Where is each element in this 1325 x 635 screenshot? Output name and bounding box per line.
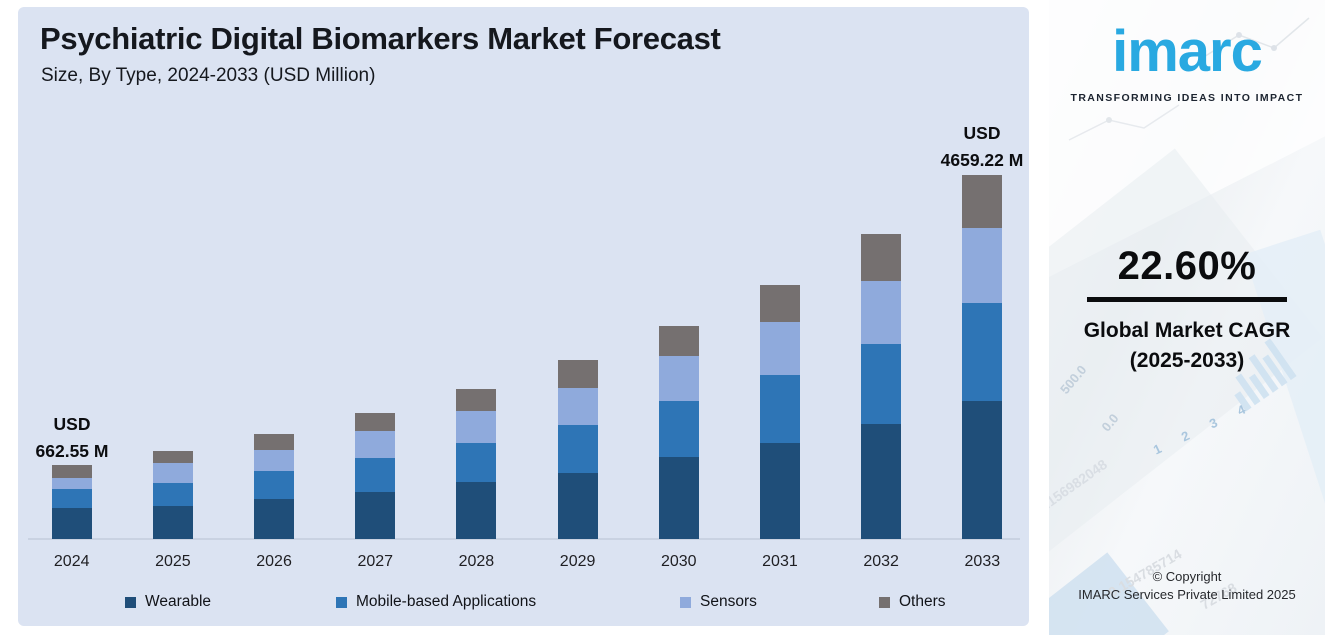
x-axis-label-2024: 2024 xyxy=(53,553,90,570)
bar-segment-2030-others xyxy=(658,325,699,356)
bar-segment-2033-mobile-based-applications xyxy=(962,303,1003,401)
bar-segment-2024-sensors xyxy=(51,477,92,490)
bar-segment-2027-mobile-based-applications xyxy=(355,458,396,492)
bar-chart-plot: USD 662.55 M USD 4659.22 M 2024 2025 2026 2… xyxy=(18,7,1029,626)
bar-2030 xyxy=(658,325,699,539)
legend-swatch-others xyxy=(879,596,890,608)
bar-segment-2027-sensors xyxy=(355,431,396,459)
legend-swatch-wearable xyxy=(125,596,136,608)
bar-segment-2024-wearable xyxy=(51,508,92,539)
imarc-logo: imarc TRANSFORMING IDEAS INTO IMPACT xyxy=(1049,14,1325,104)
first-bar-value-line1: USD xyxy=(53,414,91,434)
bar-segment-2031-others xyxy=(759,284,800,322)
bar-2024 xyxy=(51,465,92,539)
last-bar-value-line2: 4659.22 M xyxy=(940,150,1024,170)
bar-segment-2031-sensors xyxy=(759,321,800,376)
bar-segment-2032-wearable xyxy=(861,423,902,539)
chart-legend: Wearable Mobile-based Applications Senso… xyxy=(18,593,1029,617)
bar-segment-2029-wearable xyxy=(557,472,598,539)
cagr-label-line2: (2025-2033) xyxy=(1129,349,1245,372)
x-axis-label-2033: 2033 xyxy=(964,553,1001,570)
bar-segment-2032-mobile-based-applications xyxy=(861,344,902,424)
legend-label-sensors: Sensors xyxy=(700,593,757,610)
bar-segment-2030-sensors xyxy=(658,356,699,401)
bar-segment-2033-wearable xyxy=(962,401,1003,539)
first-bar-value-line2: 662.55 M xyxy=(35,441,109,461)
legend-item-others: Others xyxy=(879,593,946,611)
bar-segment-2028-others xyxy=(456,389,497,412)
bar-segment-2030-wearable xyxy=(658,457,699,539)
bar-segment-2029-sensors xyxy=(557,388,598,426)
last-bar-value-line1: USD xyxy=(963,123,1001,143)
bar-segment-2028-sensors xyxy=(456,411,497,444)
copyright: © Copyright IMARC Services Private Limit… xyxy=(1049,568,1325,604)
bar-segment-2029-mobile-based-applications xyxy=(557,425,598,473)
last-bar-value-label: USD 4659.22 M xyxy=(897,120,1067,174)
legend-item-wearable: Wearable xyxy=(125,593,211,611)
cagr-block: 22.60% Global Market CAGR (2025-2033) xyxy=(1049,244,1325,376)
x-axis-label-2028: 2028 xyxy=(458,553,495,570)
bar-segment-2026-mobile-based-applications xyxy=(254,470,295,499)
bar-segment-2028-wearable xyxy=(456,482,497,539)
imarc-logo-tagline: TRANSFORMING IDEAS INTO IMPACT xyxy=(1070,92,1304,104)
bar-segment-2024-others xyxy=(51,465,92,478)
x-axis-label-2027: 2027 xyxy=(357,553,394,570)
x-axis-label-2031: 2031 xyxy=(762,553,798,570)
bar-segment-2026-others xyxy=(254,433,295,451)
bar-segment-2033-others xyxy=(962,175,1003,229)
decor-line-chart xyxy=(1068,17,1310,141)
copyright-line1: © Copyright xyxy=(1152,569,1222,584)
x-axis-label-2032: 2032 xyxy=(863,553,899,570)
bar-2032 xyxy=(861,234,902,539)
bar-segment-2032-others xyxy=(861,234,902,281)
first-bar-value-label: USD 662.55 M xyxy=(0,411,157,465)
x-axis-label-2026: 2026 xyxy=(256,553,292,570)
bar-2028 xyxy=(456,389,497,539)
x-axis-label-2025: 2025 xyxy=(155,553,191,570)
chart-subtitle: Size, By Type, 2024-2033 (USD Million) xyxy=(41,65,376,86)
bar-2033 xyxy=(962,175,1003,539)
bar-segment-2029-others xyxy=(557,360,598,389)
legend-swatch-mobile-based-applications xyxy=(336,596,347,608)
bar-segment-2032-sensors xyxy=(861,280,902,345)
legend-item-mobile-based-applications: Mobile-based Applications xyxy=(336,593,536,611)
bar-2026 xyxy=(254,433,295,539)
chart-panel: Psychiatric Digital Biomarkers Market Fo… xyxy=(18,7,1029,626)
bar-segment-2026-wearable xyxy=(254,498,295,539)
bar-segment-2026-sensors xyxy=(254,450,295,471)
imarc-logo-text: imarc xyxy=(1112,19,1263,84)
bar-segment-2027-others xyxy=(355,413,396,432)
x-axis-line xyxy=(28,538,1020,540)
legend-swatch-sensors xyxy=(680,596,691,608)
bar-segment-2025-sensors xyxy=(152,463,193,483)
chart-title: Psychiatric Digital Biomarkers Market Fo… xyxy=(40,21,721,56)
cagr-value: 22.60% xyxy=(1117,244,1257,288)
cagr-label-line1: Global Market CAGR xyxy=(1083,319,1291,342)
legend-label-wearable: Wearable xyxy=(145,593,212,610)
bar-segment-2024-mobile-based-applications xyxy=(51,489,92,509)
bar-2029 xyxy=(557,360,598,539)
x-axis-label-2029: 2029 xyxy=(559,553,596,570)
copyright-line2: IMARC Services Private Limited 2025 xyxy=(1078,587,1296,602)
x-axis-label-2030: 2030 xyxy=(660,553,697,570)
bar-segment-2033-sensors xyxy=(962,228,1003,304)
bar-segment-2031-mobile-based-applications xyxy=(759,375,800,444)
bar-segment-2025-mobile-based-applications xyxy=(152,482,193,506)
cagr-underline xyxy=(1087,297,1287,302)
bar-segment-2025-wearable xyxy=(152,506,193,539)
brand-panel: 500.0 0.0 1 2 3 4 0.156982048 0.15478571… xyxy=(1049,0,1325,635)
bar-2027 xyxy=(355,413,396,539)
legend-label-mobile-based-applications: Mobile-based Applications xyxy=(356,593,537,610)
bar-segment-2028-mobile-based-applications xyxy=(456,443,497,483)
bar-segment-2025-others xyxy=(152,450,193,464)
bar-segment-2027-wearable xyxy=(355,491,396,539)
bar-2031 xyxy=(759,284,800,539)
legend-label-others: Others xyxy=(899,593,946,610)
bar-segment-2031-wearable xyxy=(759,443,800,539)
legend-item-sensors: Sensors xyxy=(680,593,757,611)
bar-segment-2030-mobile-based-applications xyxy=(658,401,699,457)
bar-2025 xyxy=(152,450,193,539)
